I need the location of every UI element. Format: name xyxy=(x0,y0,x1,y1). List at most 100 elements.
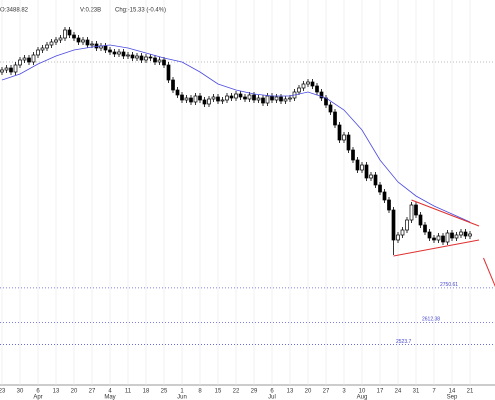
candle-body xyxy=(130,54,135,59)
x-tick-label: 4 xyxy=(108,389,112,395)
candle-body xyxy=(252,94,256,101)
candle-body xyxy=(166,64,171,81)
candle-body xyxy=(243,96,247,100)
candle-body xyxy=(49,41,54,46)
candle-body xyxy=(418,214,423,226)
candle-body xyxy=(58,37,63,41)
candle-body xyxy=(279,96,283,102)
candle-body xyxy=(171,79,175,91)
candle-body xyxy=(288,97,292,100)
candle-body xyxy=(342,134,346,141)
candle-body xyxy=(207,98,211,105)
month-label: Sep xyxy=(447,395,458,400)
candle-body xyxy=(270,95,274,101)
candle-body xyxy=(162,59,166,66)
x-tick-label: 22 xyxy=(233,389,240,395)
candle-body xyxy=(400,229,405,236)
candle-body xyxy=(265,95,270,104)
candle-body xyxy=(238,93,243,98)
candle-body xyxy=(18,59,22,66)
x-tick-label: 18 xyxy=(143,389,150,395)
trendline xyxy=(411,199,480,227)
x-tick-label: 27 xyxy=(89,389,96,395)
x-tick-label: 30 xyxy=(17,389,24,395)
candle-body xyxy=(220,99,225,102)
candle-body xyxy=(355,159,360,171)
x-tick-label: 31 xyxy=(413,389,420,395)
candle-body xyxy=(139,55,144,61)
candle-body xyxy=(274,96,279,101)
candle-body xyxy=(193,95,198,103)
header-open: O:3488.82 xyxy=(0,8,29,14)
candle-body xyxy=(283,98,288,102)
month-label: Aug xyxy=(357,395,368,400)
x-tick-label: 27 xyxy=(323,389,330,395)
candle-body xyxy=(346,134,351,151)
month-label: Jul xyxy=(268,395,276,400)
candle-body xyxy=(36,49,40,56)
candle-body xyxy=(396,234,400,241)
candle-body xyxy=(445,232,450,243)
candle-body xyxy=(112,51,117,55)
candle-body xyxy=(454,234,459,239)
candle-body xyxy=(450,232,454,239)
level-label: 2612.38 xyxy=(422,317,440,323)
candle-body xyxy=(216,96,220,102)
trendline xyxy=(393,239,480,257)
candle-body xyxy=(378,184,382,193)
candle-body xyxy=(85,39,90,46)
candle-body xyxy=(22,57,27,61)
x-tick-label: 15 xyxy=(215,389,222,395)
x-tick-label: 7 xyxy=(432,389,436,395)
x-tick-label: 20 xyxy=(71,389,78,395)
candle-body xyxy=(121,51,126,57)
candle-body xyxy=(13,64,18,73)
candle-body xyxy=(27,57,31,63)
candle-body xyxy=(306,81,310,85)
candle-body xyxy=(229,95,234,99)
candle-body xyxy=(108,49,112,53)
candle-body xyxy=(364,164,369,179)
candle-body xyxy=(117,51,121,55)
candle-body xyxy=(382,191,387,201)
level-label: 2750.61 xyxy=(440,282,458,288)
candle-body xyxy=(126,54,130,57)
candle-body xyxy=(202,99,207,105)
candle-body xyxy=(315,85,319,93)
x-tick-label: 13 xyxy=(287,389,294,395)
candle-body xyxy=(81,39,85,43)
candle-body xyxy=(414,204,418,216)
candle-body xyxy=(427,231,432,239)
candle-body xyxy=(90,43,94,46)
level-label: 2523.7 xyxy=(396,339,412,345)
x-tick-label: 20 xyxy=(305,389,312,395)
candle-body xyxy=(45,44,49,49)
month-label: Apr xyxy=(33,395,42,400)
candle-body xyxy=(463,231,468,237)
candle-body xyxy=(148,56,153,59)
candle-body xyxy=(9,67,13,73)
candle-body xyxy=(234,93,238,99)
x-tick-label: 29 xyxy=(251,389,258,395)
candle-body xyxy=(319,91,324,99)
x-tick-label: 3 xyxy=(342,389,346,395)
candle-body xyxy=(333,111,337,126)
candle-body xyxy=(328,104,333,113)
candle-body xyxy=(175,89,180,96)
candle-body xyxy=(261,97,265,104)
candle-body xyxy=(436,235,441,241)
candle-body xyxy=(409,204,414,221)
candle-body xyxy=(135,55,139,59)
candle-body xyxy=(0,69,4,73)
x-tick-label: 13 xyxy=(53,389,60,395)
candle-body xyxy=(373,174,378,186)
candle-body xyxy=(4,67,9,71)
candle-body xyxy=(72,34,76,39)
x-tick-label: 6 xyxy=(36,389,40,395)
candle-body xyxy=(247,94,252,100)
x-tick-label: 11 xyxy=(125,389,132,395)
candle-body xyxy=(297,87,301,93)
candle-body xyxy=(198,95,202,101)
